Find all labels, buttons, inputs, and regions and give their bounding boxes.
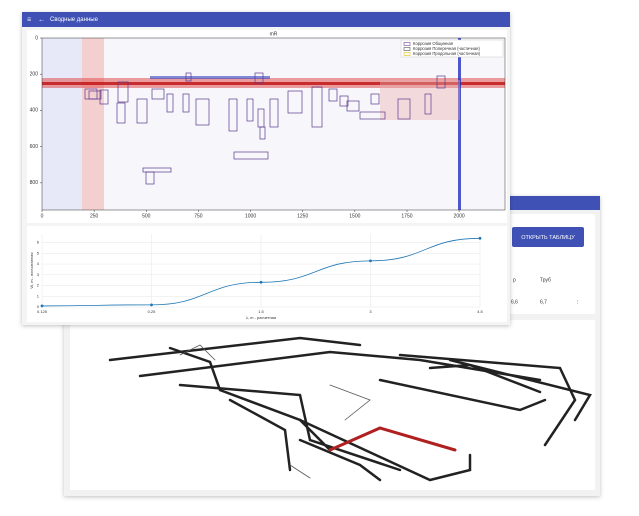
pipe-3d-view [70, 320, 595, 490]
heatmap-band [82, 38, 104, 210]
x-tick-label: 1250 [297, 213, 308, 219]
pipes [108, 336, 592, 482]
x-tick-label: 500 [142, 213, 151, 219]
y-axis-label: W, m - посчитанная [29, 252, 34, 288]
legend-swatch [403, 47, 411, 51]
button-label: ОТКРЫТЬ ТАБЛИЦУ [521, 235, 575, 241]
y-tick-label: 4 [37, 261, 40, 266]
x-tick-label: 2000 [454, 213, 465, 219]
x-tick-label: 3 [369, 309, 372, 314]
y-tick-label: 200 [30, 72, 39, 78]
data-point [40, 304, 44, 308]
x-tick-label: 1750 [401, 213, 412, 219]
x-tick-label: 0.25 [148, 309, 157, 314]
x-tick-label: 4.5 [477, 309, 483, 314]
heatmap-band [458, 38, 461, 210]
app-bar [22, 12, 510, 27]
data-point [150, 303, 153, 307]
heatmap-band [42, 38, 82, 210]
y-tick-label: 800 [30, 180, 39, 186]
defect-boxes [84, 72, 446, 185]
x-tick-label: 1000 [245, 213, 256, 219]
data-point [259, 280, 263, 284]
plot-frame [41, 37, 506, 211]
app-title: Сводные данные [50, 17, 99, 23]
legend-label: Коррозия Поперечная (частичная) [413, 46, 480, 51]
data-point [369, 259, 372, 263]
data-point [478, 236, 482, 240]
y-tick-label: 400 [30, 108, 39, 114]
x-tick-label: 750 [194, 213, 203, 219]
row-menu[interactable]: ⋮ [575, 299, 580, 305]
x-tick-label: 250 [90, 213, 99, 219]
y-tick-label: 600 [30, 144, 39, 150]
table-header: Труб [540, 277, 551, 283]
x-tick-label: 0 [41, 213, 44, 219]
x-tick-label: 0.125 [37, 309, 48, 314]
heatmap-band [380, 80, 460, 120]
y-tick-label: 0 [35, 35, 38, 41]
heatmap: mR 0 250 500 750 1000 1250 1500 1750 2000 0 200 400 6… [30, 31, 506, 219]
y-tick-label: 2 [37, 283, 40, 288]
heatmap-field [42, 38, 505, 210]
legend-swatch [403, 42, 411, 46]
y-tick-label: 3 [37, 272, 40, 277]
legend-box [400, 39, 504, 58]
front-window: ≡ ← Сводные данные [22, 12, 510, 325]
back-icon[interactable]: ← [38, 16, 45, 23]
legend-swatch [403, 52, 411, 56]
heatmap-band [42, 82, 505, 85]
table-cell: 6,7 [540, 299, 547, 305]
chart-title: mR [270, 31, 278, 37]
x-tick-label: 1500 [349, 213, 360, 219]
legend-label: Коррозия Общинная [413, 41, 453, 46]
y-tick-label: 5 [37, 250, 40, 255]
x-axis-label: λ, m - расчетная [246, 315, 276, 320]
open-table-button[interactable] [512, 227, 584, 247]
menu-icon[interactable]: ≡ [27, 16, 31, 23]
y-tick-label: 0 [37, 304, 40, 309]
line-chart: 0 1 2 3 4 5 6 0.125 0.25 1.5 3 4.5 λ, m - расчетная W… [29, 234, 484, 320]
y-tick-label: 6 [37, 240, 40, 245]
y-tick-label: 1 [37, 293, 40, 298]
line-card [27, 226, 507, 322]
legend-label: Коррозия Продольная (частичная) [413, 51, 481, 56]
heatmap-band [150, 76, 270, 79]
table-header: р [513, 277, 516, 283]
x-tick-label: 1.5 [258, 309, 264, 314]
table-cell: 6,6 [511, 299, 518, 305]
